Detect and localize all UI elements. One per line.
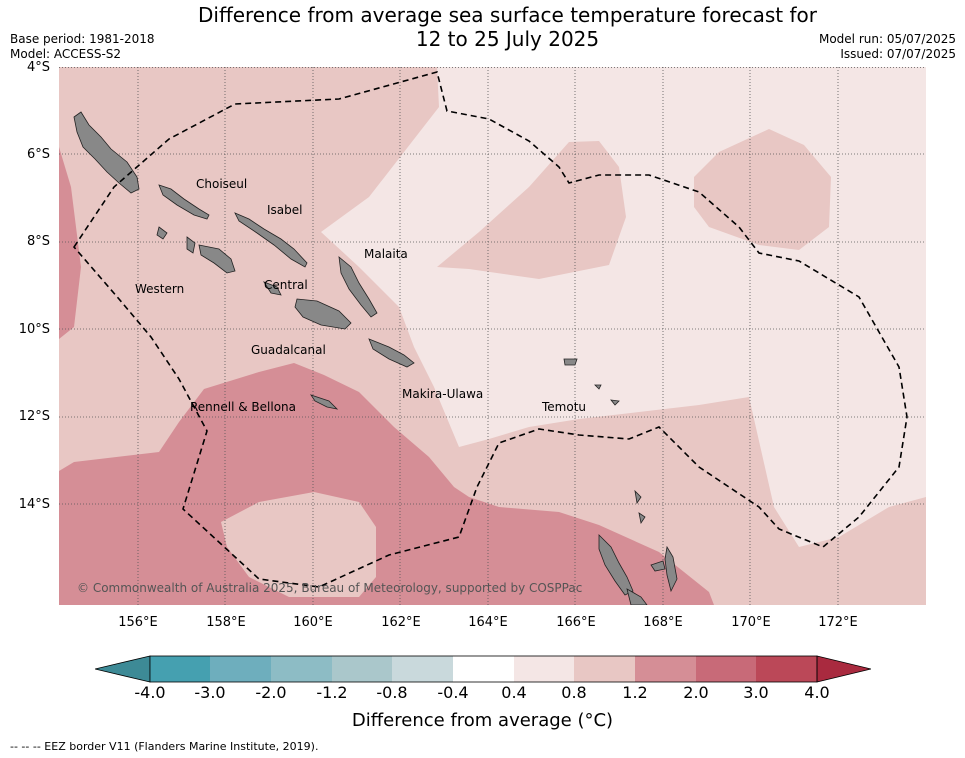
island-vanuatu-2: [650, 560, 666, 572]
label-makira-ulawa: Makira-Ulawa: [402, 387, 483, 401]
colorbar-title: Difference from average (°C): [351, 710, 614, 731]
cb-tick-8: 0.8: [561, 683, 587, 702]
lon-label-156e: 156°E: [118, 615, 158, 630]
island-banks: [638, 512, 646, 525]
land-islands: [73, 111, 678, 605]
colorbar-under-arrow: [95, 655, 151, 683]
colorbar-bin-11: [756, 656, 817, 682]
label-guadalcanal: Guadalcanal: [251, 343, 326, 357]
model-run: Model run: 05/07/2025: [818, 32, 956, 46]
map-title: Difference from average sea surface temp…: [150, 3, 865, 51]
island-western-1: [186, 236, 196, 254]
label-rennell-bellona: Rennell & Bellona: [190, 400, 296, 414]
eez-legend-note: -- -- -- EEZ border V11 (Flanders Marine…: [10, 740, 319, 753]
lon-label-158e: 158°E: [206, 615, 246, 630]
island-makira: [368, 338, 415, 368]
anomaly-band-0-8-1-2-patch-south: [221, 492, 376, 597]
province-labels: Choiseul Isabel Malaita Western Central …: [135, 177, 586, 414]
cb-tick-2: -3.0: [194, 683, 226, 702]
island-western-2: [156, 226, 168, 240]
colorbar: [95, 655, 871, 683]
lon-label-172e: 172°E: [818, 615, 858, 630]
island-temotu-3: [610, 399, 620, 406]
island-new-georgia: [198, 244, 236, 274]
title-line-2: 12 to 25 July 2025: [415, 27, 600, 51]
island-torres: [634, 489, 642, 505]
anomaly-band-0-8-1-2-patch-east: [694, 129, 831, 250]
colorbar-bin-2: [210, 656, 271, 682]
title-line-1: Difference from average sea surface temp…: [197, 3, 817, 27]
lon-label-170e: 170°E: [731, 615, 771, 630]
colorbar-bin-7: [514, 656, 574, 682]
lon-label-164e: 164°E: [468, 615, 508, 630]
lat-label-4s: 4°S: [26, 60, 50, 75]
cb-tick-6: -0.4: [437, 683, 469, 702]
cb-tick-12: 4.0: [804, 683, 830, 702]
cb-tick-10: 2.0: [683, 683, 709, 702]
colorbar-bin-5: [392, 656, 453, 682]
lon-label-168e: 168°E: [643, 615, 683, 630]
lat-label-10s: 10°S: [18, 322, 50, 337]
colorbar-bin-4: [332, 656, 392, 682]
cb-tick-1: -4.0: [134, 683, 166, 702]
label-choiseul: Choiseul: [196, 177, 247, 191]
lat-label-12s: 12°S: [18, 409, 50, 424]
cb-tick-4: -1.2: [316, 683, 348, 702]
island-vanuatu-3: [664, 545, 678, 593]
anomaly-band-1-2-2-0-south: [59, 363, 714, 605]
label-western: Western: [135, 282, 184, 296]
lon-label-160e: 160°E: [293, 615, 333, 630]
copyright-notice: © Commonwealth of Australia 2025, Bureau…: [77, 581, 582, 595]
meta-right: Model run: 05/07/2025 Issued: 07/07/2025: [819, 32, 956, 62]
lat-label-6s: 6°S: [26, 147, 50, 162]
label-isabel: Isabel: [267, 203, 302, 217]
anomaly-band-1-2-2-0-west: [59, 147, 81, 339]
anomaly-band-0-8-1-2-patch: [437, 141, 626, 279]
island-choiseul: [158, 184, 210, 220]
label-malaita: Malaita: [364, 247, 408, 261]
colorbar-over-arrow: [816, 655, 871, 683]
meta-left: Base period: 1981-2018 Model: ACCESS-S2: [10, 32, 155, 62]
cb-tick-7: 0.4: [501, 683, 527, 702]
lat-label-14s: 14°S: [18, 497, 50, 512]
cb-tick-5: -0.8: [376, 683, 408, 702]
island-central: [263, 281, 282, 296]
island-temotu-2: [594, 384, 602, 390]
colorbar-outline: [149, 655, 818, 683]
colorbar-bin-1: [150, 656, 210, 682]
colorbar-bin-9: [635, 656, 696, 682]
island-rennell: [310, 394, 339, 410]
label-central: Central: [264, 278, 308, 292]
colorbar-bin-8: [574, 656, 635, 682]
island-guadalcanal: [294, 298, 352, 330]
colorbar-bin-6: [453, 656, 514, 682]
lon-label-162e: 162°E: [381, 615, 421, 630]
island-temotu-1: [563, 358, 578, 366]
island-malaita: [338, 256, 378, 318]
colorbar-bin-10: [696, 656, 756, 682]
island-vanuatu-1: [626, 588, 648, 605]
cb-tick-3: -2.0: [255, 683, 287, 702]
sst-anomaly-map: Choiseul Isabel Malaita Western Central …: [59, 67, 926, 605]
base-period: Base period: 1981-2018: [10, 32, 155, 46]
colorbar-bin-3: [271, 656, 332, 682]
island-isabel: [234, 212, 308, 268]
cb-tick-11: 3.0: [743, 683, 769, 702]
issued-date: Issued: 07/07/2025: [840, 47, 956, 61]
label-temotu: Temotu: [541, 400, 586, 414]
cb-tick-9: 1.2: [622, 683, 648, 702]
island-choiseul-west: [73, 111, 140, 194]
model-name: Model: ACCESS-S2: [10, 47, 122, 61]
lat-label-8s: 8°S: [26, 234, 50, 249]
graticule: [59, 67, 926, 605]
lon-label-166e: 166°E: [556, 615, 596, 630]
